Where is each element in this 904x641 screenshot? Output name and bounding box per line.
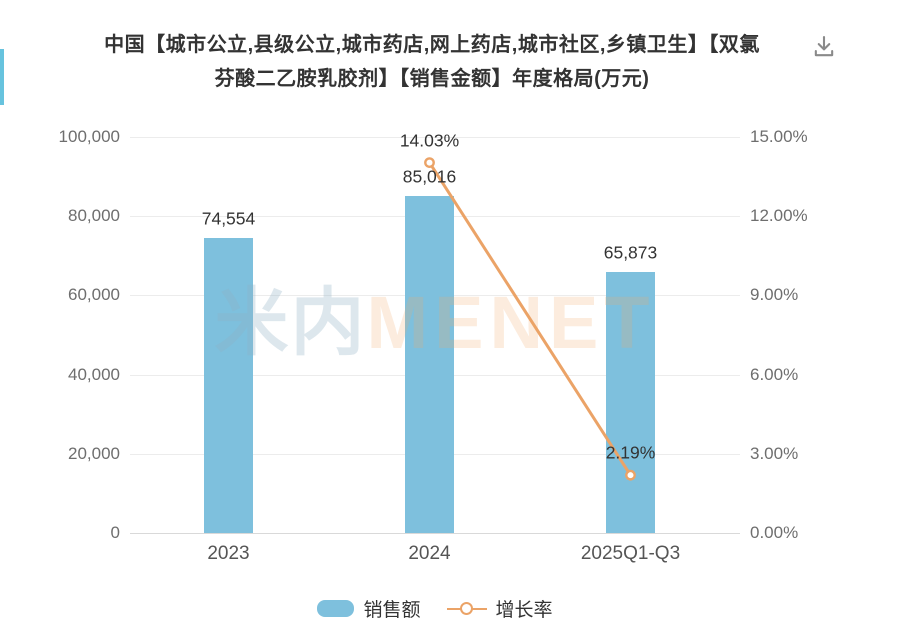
y-axis-left-tick: 60,000	[68, 285, 120, 305]
y-axis-left-tick: 40,000	[68, 364, 120, 384]
chart-title: 中国【城市公立,县级公立,城市药店,网上药店,城市社区,乡镇卫生】【双氯 芬酸二…	[52, 28, 812, 96]
legend-label: 销售额	[363, 600, 421, 621]
bar-value-label: 74,554	[201, 208, 256, 229]
y-axis-right-tick: 0.00%	[750, 523, 799, 542]
bar-value-label: 65,873	[603, 242, 658, 263]
y-axis-left-tick: 100,000	[58, 127, 120, 146]
legend: 销售额 增长率	[0, 595, 870, 622]
legend-bar-swatch	[317, 600, 355, 617]
y-axis-left-tick: 0	[110, 523, 120, 542]
legend-label: 增长率	[495, 600, 553, 621]
y-axis-right-tick: 3.00%	[750, 443, 799, 463]
bar-value-label: 85,016	[402, 166, 457, 187]
y-axis-right-tick: 6.00%	[750, 364, 799, 384]
y-axis-left-tick: 80,000	[68, 206, 120, 226]
x-axis-label-2024: 2024	[408, 543, 451, 564]
bar-2024[interactable]	[405, 196, 454, 533]
y-axis-right-tick: 15.00%	[750, 127, 808, 146]
bar-2025Q1-Q3[interactable]	[606, 272, 655, 533]
legend-item-增长率[interactable]: 增长率	[446, 595, 553, 622]
x-axis-label-2025Q1-Q3: 2025Q1-Q3	[580, 543, 681, 564]
left-edge-accent	[0, 49, 4, 105]
growth-rate-line	[428, 161, 632, 476]
legend-circle	[459, 601, 473, 615]
chart-title-line1: 中国【城市公立,县级公立,城市药店,网上药店,城市社区,乡镇卫生】【双氯	[104, 34, 760, 56]
legend-line-marker-icon	[446, 601, 487, 616]
growth-rate-label: 14.03%	[399, 130, 460, 151]
gridline	[130, 137, 740, 138]
download-button[interactable]	[810, 33, 838, 61]
y-axis-right-tick: 12.00%	[750, 206, 808, 226]
x-axis-label-2023: 2023	[207, 543, 250, 564]
chart-title-line2: 芬酸二乙胺乳胶剂】【销售金额】年度格局(万元)	[214, 68, 650, 90]
y-axis-right-tick: 9.00%	[750, 285, 799, 305]
bar-2023[interactable]	[204, 237, 253, 533]
legend-item-销售额[interactable]: 销售额	[317, 595, 421, 622]
growth-rate-marker[interactable]	[424, 157, 435, 169]
gridline	[130, 533, 740, 534]
download-icon	[810, 33, 838, 61]
y-axis-left-tick: 20,000	[68, 443, 120, 463]
growth-rate-label: 2.19%	[605, 442, 656, 463]
